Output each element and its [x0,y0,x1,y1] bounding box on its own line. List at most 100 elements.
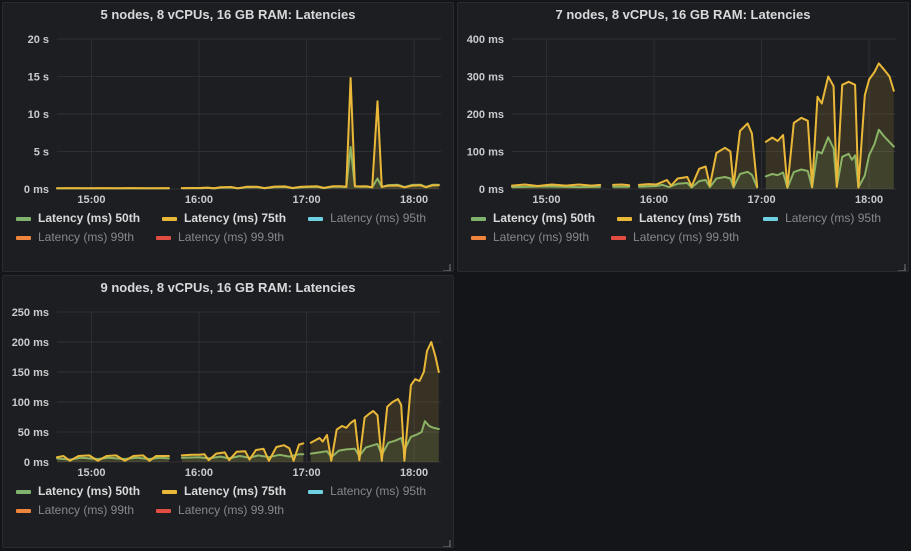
legend-label: Latency (ms) 99th [38,503,135,517]
legend-row: Latency (ms) 99th Latency (ms) 99.9th [16,503,453,518]
x-tick-label: 15:00 [77,467,105,479]
legend-swatch-50th [16,216,31,221]
y-tick-label: 150 ms [12,367,49,379]
legend: Latency (ms) 50th Latency (ms) 75th Latenc… [3,207,453,249]
panel-resize-handle[interactable] [441,535,451,547]
series-fill-50th [310,421,439,462]
panel-resize-handle[interactable] [896,259,906,271]
y-tick-label: 20 s [28,34,49,46]
legend-label: Latency (ms) 50th [493,211,596,225]
panel-9-nodes: 9 nodes, 8 vCPUs, 16 GB RAM: Latencies 2… [2,275,454,548]
x-tick-label: 16:00 [185,467,213,479]
latency-chart[interactable]: 400 ms 300 ms 200 ms 100 ms 0 ms 15:00 16:00 17… [458,27,908,207]
legend-row: Latency (ms) 99th Latency (ms) 99.9th [16,230,453,245]
resize-corner-icon [898,264,906,271]
legend-label: Latency (ms) 99.9th [633,230,740,244]
x-tick-label: 16:00 [185,194,213,206]
panel-title[interactable]: 9 nodes, 8 vCPUs, 16 GB RAM: Latencies [100,280,356,295]
legend-item-99.9th[interactable]: Latency (ms) 99.9th [611,230,739,245]
legend-item-99th[interactable]: Latency (ms) 99th [16,503,134,518]
series-line-75th [309,341,440,462]
y-tick-label: 15 s [28,72,49,84]
panel-5-nodes: 5 nodes, 8 vCPUs, 16 GB RAM: Latencies 2… [2,2,454,272]
legend-item-99th[interactable]: Latency (ms) 99th [16,230,134,245]
legend-row: Latency (ms) 50th Latency (ms) 75th Latenc… [16,484,453,499]
legend-label: Latency (ms) 95th [330,211,427,225]
legend-label: Latency (ms) 50th [38,484,141,498]
legend-label: Latency (ms) 99th [493,230,590,244]
series-fill-75th [765,63,894,189]
legend-swatch-99.9th [156,508,172,513]
legend-label: Latency (ms) 50th [38,211,141,225]
legend-swatch-75th [162,216,178,221]
series-line-75th [180,77,440,190]
legend-item-50th[interactable]: Latency (ms) 50th [16,484,140,499]
legend-label: Latency (ms) 75th [184,484,287,498]
legend-swatch-99.9th [156,235,172,240]
legend-item-95th[interactable]: Latency (ms) 95th [308,484,426,499]
legend-item-95th[interactable]: Latency (ms) 95th [308,211,426,226]
legend-swatch-50th [16,489,31,494]
series-line-75th [637,122,759,188]
legend-swatch-99th [471,235,486,240]
legend-item-75th[interactable]: Latency (ms) 75th [162,484,286,499]
y-tick-label: 200 ms [467,109,504,121]
legend-label: Latency (ms) 95th [785,211,882,225]
legend-item-75th[interactable]: Latency (ms) 75th [162,211,286,226]
series-line-75th [764,62,895,189]
legend-swatch-95th [763,216,779,221]
x-tick-label: 16:00 [640,194,668,206]
legend-item-50th[interactable]: Latency (ms) 50th [471,211,595,226]
panel-title[interactable]: 5 nodes, 8 vCPUs, 16 GB RAM: Latencies [100,7,356,22]
legend-swatch-99.9th [611,235,627,240]
x-tick-label: 15:00 [532,194,560,206]
legend-swatch-95th [308,216,324,221]
latency-chart[interactable]: 20 s 15 s 10 s 5 s 0 ms 15:00 16:00 17:00 18:00 [3,27,453,207]
resize-corner-icon [443,264,451,271]
x-tick-label: 18:00 [400,467,428,479]
latency-chart[interactable]: 250 ms 200 ms 150 ms 100 ms 50 ms 0 ms 15:00 16… [3,300,453,480]
legend-label: Latency (ms) 99.9th [178,503,285,517]
legend-item-99.9th[interactable]: Latency (ms) 99.9th [156,230,284,245]
legend-row: Latency (ms) 99th Latency (ms) 99.9th [471,230,908,245]
legend-label: Latency (ms) 75th [184,211,287,225]
panel-resize-handle[interactable] [441,259,451,271]
legend-item-99th[interactable]: Latency (ms) 99th [471,230,589,245]
legend-swatch-75th [617,216,633,221]
legend-label: Latency (ms) 99.9th [178,230,285,244]
panel-7-nodes: 7 nodes, 8 vCPUs, 16 GB RAM: Latencies 4… [457,2,909,272]
legend-row: Latency (ms) 50th Latency (ms) 75th Latenc… [471,211,908,226]
series-fill-75th [57,455,169,462]
series-line-75th [511,183,602,187]
panel-title[interactable]: 7 nodes, 8 vCPUs, 16 GB RAM: Latencies [555,7,811,22]
y-tick-label: 0 ms [24,184,49,196]
x-tick-label: 18:00 [400,194,428,206]
legend-swatch-75th [162,489,178,494]
y-tick-label: 250 ms [12,307,49,319]
x-tick-label: 17:00 [292,467,320,479]
resize-corner-icon [443,540,451,547]
legend-swatch-95th [308,489,324,494]
legend-swatch-50th [471,216,486,221]
x-tick-label: 17:00 [747,194,775,206]
legend-item-99.9th[interactable]: Latency (ms) 99.9th [156,503,284,518]
y-tick-label: 0 ms [24,457,49,469]
x-tick-label: 15:00 [77,194,105,206]
legend: Latency (ms) 50th Latency (ms) 75th Latenc… [458,207,908,249]
legend-row: Latency (ms) 50th Latency (ms) 75th Latenc… [16,211,453,226]
y-tick-label: 400 ms [467,34,504,46]
legend: Latency (ms) 50th Latency (ms) 75th Latenc… [3,480,453,522]
legend-item-95th[interactable]: Latency (ms) 95th [763,211,881,226]
legend-swatch-99th [16,508,31,513]
series-fill-50th [765,129,894,189]
legend-item-75th[interactable]: Latency (ms) 75th [617,211,741,226]
legend-label: Latency (ms) 99th [38,230,135,244]
legend-label: Latency (ms) 95th [330,484,427,498]
y-tick-label: 0 ms [479,184,504,196]
series-line-50th [511,185,602,189]
legend-item-50th[interactable]: Latency (ms) 50th [16,211,140,226]
series-fill-50th [181,147,439,189]
series-fill-50th [181,454,304,462]
x-tick-label: 18:00 [855,194,883,206]
